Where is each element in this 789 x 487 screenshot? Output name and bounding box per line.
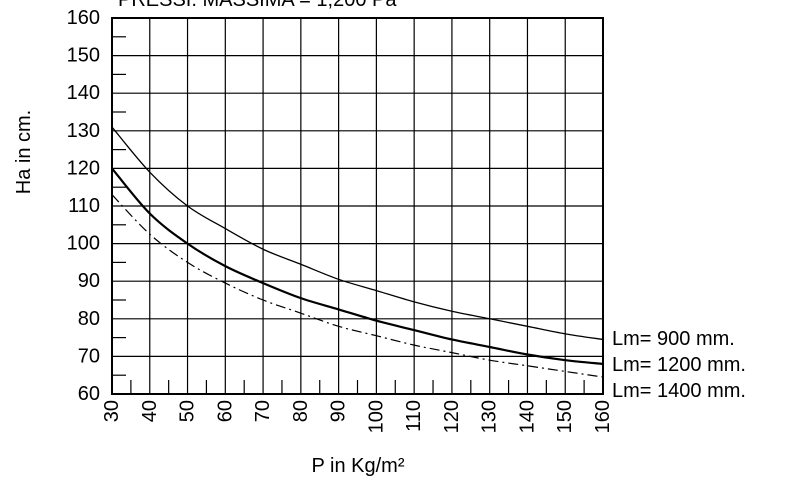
y-tick-label: 60 xyxy=(78,383,100,405)
x-tick-label: 90 xyxy=(328,400,350,422)
x-tick-label: 40 xyxy=(139,400,161,422)
x-tick-label: 110 xyxy=(403,400,425,432)
y-tick-label: 150 xyxy=(67,45,100,67)
legend-entry-3: Lm= 1400 mm. xyxy=(612,380,746,402)
series-line-1 xyxy=(111,126,604,341)
chart-title: PRESSI. MASSIMA = 1,200 Pa xyxy=(118,0,397,11)
y-tick-label: 90 xyxy=(78,270,100,292)
y-axis-title: Ha in cm. xyxy=(13,110,35,194)
y-tick-label: 160 xyxy=(67,7,100,29)
x-tick-label: 70 xyxy=(252,400,274,422)
x-tick-label: 130 xyxy=(479,400,501,433)
x-tick-label: 50 xyxy=(177,400,199,422)
y-tick-label: 100 xyxy=(67,233,100,255)
x-tick-label: 120 xyxy=(441,400,463,433)
legend-entry-2: Lm= 1200 mm. xyxy=(612,354,746,376)
x-tick-label: 30 xyxy=(101,400,123,422)
plot-frame xyxy=(111,17,604,395)
x-tick-labels: 30 40 50 60 70 80 90 100 110 120 130 140 150 160 xyxy=(101,400,614,433)
x-tick-label: 160 xyxy=(592,400,614,433)
y-tick-label: 80 xyxy=(78,308,100,330)
x-tick-label: 100 xyxy=(365,400,387,433)
x-tick-label: 80 xyxy=(290,400,312,422)
minor-ticks xyxy=(112,36,585,394)
y-tick-label: 110 xyxy=(68,195,100,217)
series-line-2 xyxy=(111,167,604,366)
y-tick-label: 130 xyxy=(67,120,100,142)
series-lines xyxy=(111,126,604,378)
y-tick-label: 140 xyxy=(67,82,100,104)
y-tick-label: 120 xyxy=(67,157,100,179)
legend-entry-1: Lm= 900 mm. xyxy=(612,328,735,350)
y-tick-label: 70 xyxy=(78,345,100,367)
x-tick-label: 60 xyxy=(214,400,236,422)
grid xyxy=(111,17,604,395)
x-tick-label: 150 xyxy=(554,400,576,433)
x-tick-label: 140 xyxy=(516,400,538,433)
legend: Lm= 900 mm. Lm= 1200 mm. Lm= 1400 mm. xyxy=(612,328,746,402)
series-line-3 xyxy=(111,194,604,378)
y-tick-labels: 60 70 80 90 100 110 120 130 140 150 160 xyxy=(67,7,100,405)
x-axis-title: P in Kg/m² xyxy=(312,455,405,477)
